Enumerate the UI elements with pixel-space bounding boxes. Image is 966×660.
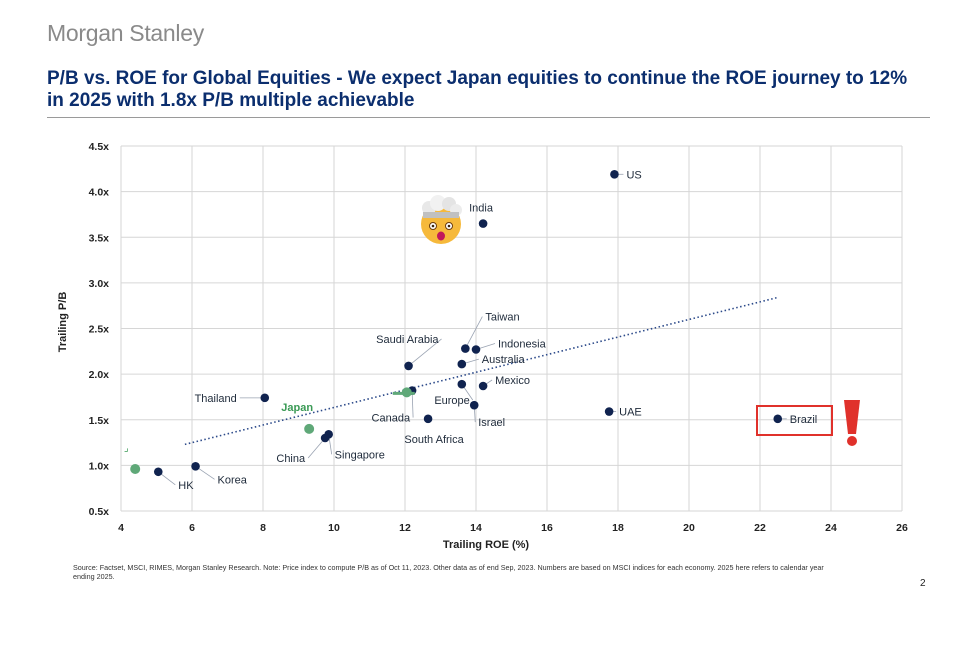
trend-line	[184, 296, 778, 446]
connector-canada	[411, 390, 414, 418]
source-note: Source: Factset, MSCI, RIMES, Morgan Sta…	[73, 563, 824, 581]
y-tick-label: 2.0x	[89, 369, 110, 381]
data-labels: US India Taiwan Indonesia Saudi Arabia Austra…	[178, 169, 817, 491]
x-tick-label: 14	[470, 522, 482, 534]
y-tick-label: 1.0x	[89, 460, 110, 472]
y-tick-label: 2.5x	[89, 324, 110, 336]
x-tick-label: 20	[683, 522, 695, 534]
x-tick-label: 16	[541, 522, 553, 534]
exploding-head-icon	[421, 195, 462, 244]
label-canada: Canada	[372, 413, 411, 425]
brand-logo-text: Morgan Stanley	[47, 20, 204, 46]
label-connectors	[158, 173, 787, 486]
x-tick-label: 8	[260, 522, 266, 534]
x-tick-label: 26	[896, 522, 908, 534]
point-thailand	[260, 393, 270, 403]
x-tick-label: 18	[612, 522, 624, 534]
label-hk: HK	[178, 480, 194, 492]
label-israel: Israel	[478, 417, 505, 429]
page-number: 2	[920, 578, 926, 589]
point-mexico	[478, 381, 488, 391]
label-saudi-arabia: Saudi Arabia	[376, 334, 439, 346]
x-tick-label: 4	[118, 522, 124, 534]
y-tick-label: 3.5x	[89, 232, 110, 244]
point-taiwan	[461, 344, 470, 353]
page-title: P/B vs. ROE for Global Equities - We exp…	[47, 68, 908, 111]
label-uae: UAE	[619, 407, 642, 419]
connector-china	[307, 437, 326, 459]
title-divider	[47, 117, 930, 118]
label-china: China	[276, 453, 306, 465]
y-tick-label: 4.5x	[89, 141, 110, 153]
point-saudi-arabia	[404, 361, 413, 371]
point-china	[320, 433, 330, 443]
label-korea: Korea	[218, 474, 248, 486]
label-us: US	[626, 169, 641, 181]
x-tick-label: 24	[825, 522, 837, 534]
point-japan	[304, 423, 315, 434]
x-axis-title: Trailing ROE (%)	[443, 539, 530, 551]
y-axis-title: Trailing P/B	[57, 292, 69, 353]
label-thailand: Thailand	[195, 393, 237, 405]
connector-saudi-arabia	[408, 338, 442, 367]
label-australia: Australia	[482, 354, 526, 366]
label-japan: Japan	[281, 402, 313, 414]
y-tick-label: 3.0x	[89, 278, 110, 290]
label-brazil: Brazil	[790, 414, 818, 426]
point-indonesia	[471, 345, 481, 354]
point-europe	[457, 379, 467, 389]
data-points	[130, 169, 783, 477]
point-south-africa	[423, 414, 433, 424]
point-brazil	[773, 414, 783, 424]
axis-ticks: 4 6 8 10 12 14 16 18 20 22 24 26 0.5x 1.0x 1.5x 2.0x 2.5…	[89, 141, 908, 534]
y-tick-label: 0.5x	[89, 506, 110, 518]
point-uae	[604, 407, 614, 416]
x-tick-label: 12	[399, 522, 411, 534]
brazil-highlight-box	[756, 405, 833, 436]
connector-taiwan	[464, 316, 483, 349]
label-europe: Europe	[434, 395, 469, 407]
point-japan-low	[130, 464, 141, 475]
x-tick-label: 10	[328, 522, 340, 534]
point-korea	[191, 461, 200, 471]
point-hk	[153, 467, 163, 477]
label-mexico: Mexico	[495, 375, 530, 387]
label-indonesia: Indonesia	[498, 338, 547, 350]
japan-low-mark: ⌟	[124, 443, 129, 454]
x-tick-label: 22	[754, 522, 766, 534]
label-singapore: Singapore	[335, 449, 385, 461]
exclamation-icon	[844, 400, 860, 446]
point-us	[610, 169, 619, 179]
point-israel	[469, 400, 479, 410]
x-tick-label: 6	[189, 522, 195, 534]
label-india: India	[469, 203, 494, 215]
label-taiwan: Taiwan	[485, 312, 519, 324]
grid-lines	[120, 145, 903, 512]
y-tick-label: 4.0x	[89, 187, 110, 199]
y-tick-label: 1.5x	[89, 415, 110, 427]
point-india	[478, 219, 488, 228]
point-australia	[457, 359, 467, 369]
label-south-africa: South Africa	[404, 434, 464, 446]
